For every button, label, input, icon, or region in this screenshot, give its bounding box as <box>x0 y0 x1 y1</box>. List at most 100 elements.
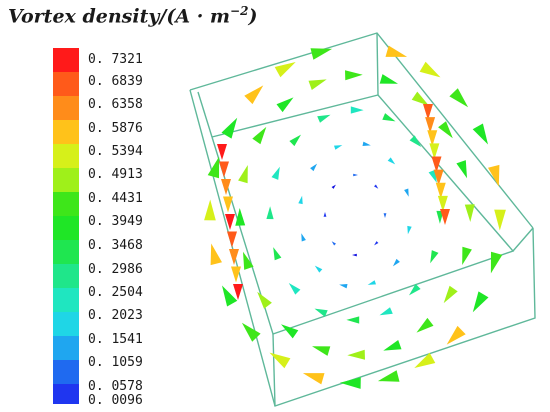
vortex-arrow <box>433 169 444 186</box>
vortex-arrow <box>488 164 500 187</box>
vortex-arrow <box>345 70 363 81</box>
colorbar-swatch <box>53 96 79 120</box>
vortex-arrow <box>298 195 303 205</box>
vortex-arrow <box>308 79 327 90</box>
vortex-arrow <box>227 231 237 248</box>
vortex-arrow <box>435 182 446 199</box>
vortex-arrow <box>377 370 400 382</box>
vortex-arrow <box>244 85 264 105</box>
vortex-arrow <box>217 144 227 160</box>
vortex-arrow <box>490 251 503 274</box>
vortex-arrow <box>387 157 396 165</box>
vortex-arrow <box>231 266 241 283</box>
vortex-arrow <box>353 173 358 177</box>
vortex-arrow <box>446 325 466 345</box>
vortex-arrow <box>276 97 294 113</box>
box-vertical-right <box>512 227 534 252</box>
vortex-arrow <box>225 214 235 230</box>
vortex-arrow <box>352 253 357 257</box>
vortex-arrow <box>339 377 361 389</box>
colorbar-legend: 0. 7321 0. 6839 0. 6358 0. 5876 0. 5394 … <box>0 0 170 412</box>
colorbar-tick-label: 0. 2504 <box>88 285 143 300</box>
vortex-arrow <box>438 121 453 139</box>
colorbar-tick-label: 0. 7321 <box>88 52 143 67</box>
vortex-arrow <box>462 246 472 265</box>
vortex-arrow <box>266 206 274 220</box>
vortex-arrow <box>273 247 282 261</box>
vortex-arrow <box>427 130 438 147</box>
vortex-arrow <box>221 117 238 139</box>
vortex-arrow <box>317 114 331 123</box>
colorbar-tick-label: 0. 2023 <box>88 308 143 323</box>
colorbar-swatch <box>53 360 79 384</box>
colorbar-swatch <box>53 144 79 168</box>
vortex-arrow <box>310 163 318 172</box>
vortex-arrow <box>301 233 306 242</box>
vortex-arrow <box>367 280 376 285</box>
colorbar-swatch <box>53 192 79 216</box>
vortex-arrow <box>274 62 296 78</box>
vortex-arrow <box>374 184 379 189</box>
colorbar-tick-label: 0. 0096 <box>88 393 143 408</box>
vortex-arrow <box>257 291 272 309</box>
vortex-arrow <box>385 45 408 57</box>
colorbar-swatch <box>53 336 79 360</box>
vortex-arrow <box>223 196 233 213</box>
vortex-arrow <box>456 160 467 179</box>
vortex-arrow <box>243 251 254 270</box>
vortex-arrow <box>339 284 348 289</box>
vortex-arrow <box>271 166 280 180</box>
box-vertical-back <box>376 32 379 96</box>
vortex-arrow <box>382 113 396 122</box>
colorbar-tick-label: 0. 6358 <box>88 97 143 112</box>
vortex-arrow <box>425 117 436 134</box>
colorbar-tick-label: 0. 3468 <box>88 238 143 253</box>
vortex-arrow <box>429 143 440 160</box>
vortex-arrow <box>443 285 458 304</box>
vortex-arrow <box>472 123 488 145</box>
vortex-arrow <box>440 209 450 225</box>
colorbar-swatch <box>53 240 79 264</box>
vortex-arrow <box>314 265 323 273</box>
box-vertical-left <box>197 91 213 138</box>
vortex-arrow <box>310 48 333 60</box>
vortex-arrow <box>383 213 387 218</box>
vortex-arrow <box>437 195 448 212</box>
vortex-arrow <box>302 373 325 385</box>
vortex-arrow <box>392 258 400 267</box>
vortex-arrow <box>409 135 422 147</box>
vortex-arrow <box>350 106 364 114</box>
vortex-arrow <box>331 241 336 246</box>
vortex-arrow <box>312 346 331 356</box>
colorbar-swatch <box>53 288 79 312</box>
vortex-arrow <box>241 322 261 342</box>
vortex-arrow <box>222 285 238 307</box>
vortex-arrow <box>204 199 216 221</box>
colorbar-tick-label: 0. 4913 <box>88 167 143 182</box>
colorbar-tick-label: 0. 1059 <box>88 355 143 370</box>
vortex-arrow <box>269 352 291 369</box>
colorbar-tick-label: 0. 2986 <box>88 262 143 277</box>
colorbar-swatch <box>53 384 79 404</box>
colorbar-swatch <box>53 48 79 72</box>
vortex-arrow <box>407 225 412 235</box>
vortex-arrow <box>331 184 336 189</box>
vortex-arrow <box>409 283 421 296</box>
colorbar-tick-label: 0. 6839 <box>88 74 143 89</box>
vortex-arrow <box>404 188 409 197</box>
box-vertical-mid <box>272 333 276 407</box>
vortex-arrow <box>207 156 220 179</box>
colorbar-tick-label: 0. 5394 <box>88 144 143 159</box>
box-mid-section <box>211 94 515 335</box>
colorbar-tick-label: 0. 0578 <box>88 379 143 394</box>
vortex-arrow <box>347 349 365 360</box>
vortex-arrow <box>362 141 371 146</box>
vortex-arrow <box>494 209 506 231</box>
colorbar-tick-label: 0. 3949 <box>88 214 143 229</box>
vortex-arrow <box>414 352 436 368</box>
vortex-arrow <box>235 208 246 226</box>
vortex-arrow <box>323 212 327 217</box>
colorbar-tick-label: 0. 5876 <box>88 121 143 136</box>
